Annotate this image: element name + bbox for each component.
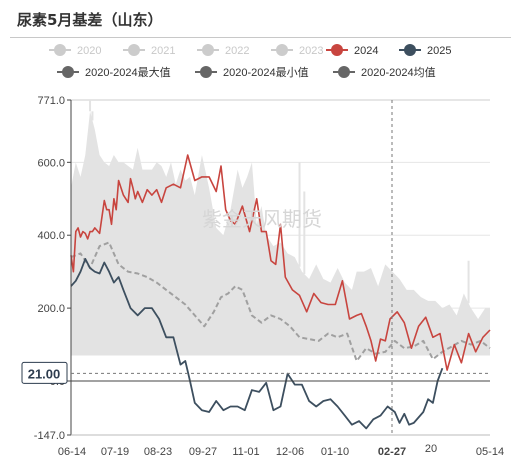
crosshair-value-label: 21.00 xyxy=(28,366,61,381)
axes: 771.0600.0400.0200.00.0-147.006-1407-190… xyxy=(21,95,504,458)
legend-marker xyxy=(404,44,416,56)
legend-item-2023[interactable]: 2023 xyxy=(271,44,323,57)
chart-title: 尿素5月基差（山东） xyxy=(17,11,163,29)
legend-label: 2023 xyxy=(299,45,323,57)
legend-item-2024[interactable]: 2024 xyxy=(326,44,378,57)
legend-item-2020-2024最小值[interactable]: 2020-2024最小值 xyxy=(195,66,309,79)
x-tick-label: 05-14 xyxy=(476,446,504,458)
series-2024-line xyxy=(70,154,491,371)
x-tick-label: 07-19 xyxy=(101,446,129,458)
y-tick-label: 771.0 xyxy=(37,95,65,107)
x-tick-label: 06-14 xyxy=(58,446,86,458)
series-avg-line xyxy=(70,241,491,362)
x-tick-label: 01-10 xyxy=(321,446,349,458)
x-tick-label-partial: 20 xyxy=(425,443,437,455)
legend-label: 2025 xyxy=(427,45,451,57)
x-tick-label: 09-27 xyxy=(189,446,217,458)
x-tick-label: 12-06 xyxy=(276,446,304,458)
y-tick-label: -147.0 xyxy=(34,430,65,442)
legend-label: 2020-2024均值 xyxy=(361,66,436,79)
legend-item-2020[interactable]: 2020 xyxy=(49,44,101,57)
title-divider xyxy=(10,37,511,38)
legend-marker xyxy=(331,44,343,56)
legend-label: 2020-2024最小值 xyxy=(223,66,309,79)
crosshair-value-box xyxy=(21,361,68,384)
y-tick-label: 600.0 xyxy=(37,157,65,169)
legend-marker xyxy=(62,66,74,78)
legend-label: 2024 xyxy=(354,45,378,57)
legend-item-2025[interactable]: 2025 xyxy=(399,44,451,57)
legend-item-2020-2024均值[interactable]: 2020-2024均值 xyxy=(333,66,436,79)
legend-label: 2020 xyxy=(77,45,101,57)
legend-marker xyxy=(128,44,140,56)
legend-marker xyxy=(200,66,212,78)
x-tick-label: 02-27 xyxy=(378,446,406,458)
x-tick-label: 11-01 xyxy=(232,446,259,458)
legend-label: 2021 xyxy=(151,45,175,57)
legend: 2020 2021 2022 2023 2024 2025 2020-2024最大值 2020… xyxy=(49,44,451,79)
legend-marker xyxy=(54,44,66,56)
legend-item-2020-2024最大值[interactable]: 2020-2024最大值 xyxy=(57,65,171,79)
legend-label: 2020-2024最大值 xyxy=(85,65,171,79)
plot-area xyxy=(70,100,491,430)
y-tick-label: 200.0 xyxy=(37,303,65,315)
legend-marker xyxy=(202,44,214,56)
series-band-max-min xyxy=(71,111,490,356)
series-2025-line xyxy=(70,258,444,430)
legend-item-2022[interactable]: 2022 xyxy=(197,44,249,57)
watermark: 紫金天风期货 xyxy=(202,207,322,231)
legend-label: 2022 xyxy=(225,45,249,57)
legend-item-2021[interactable]: 2021 xyxy=(123,44,175,57)
x-tick-label: 08-23 xyxy=(144,446,172,458)
legend-marker xyxy=(338,66,350,78)
y-tick-label: 400.0 xyxy=(37,230,65,242)
legend-marker xyxy=(276,44,288,56)
